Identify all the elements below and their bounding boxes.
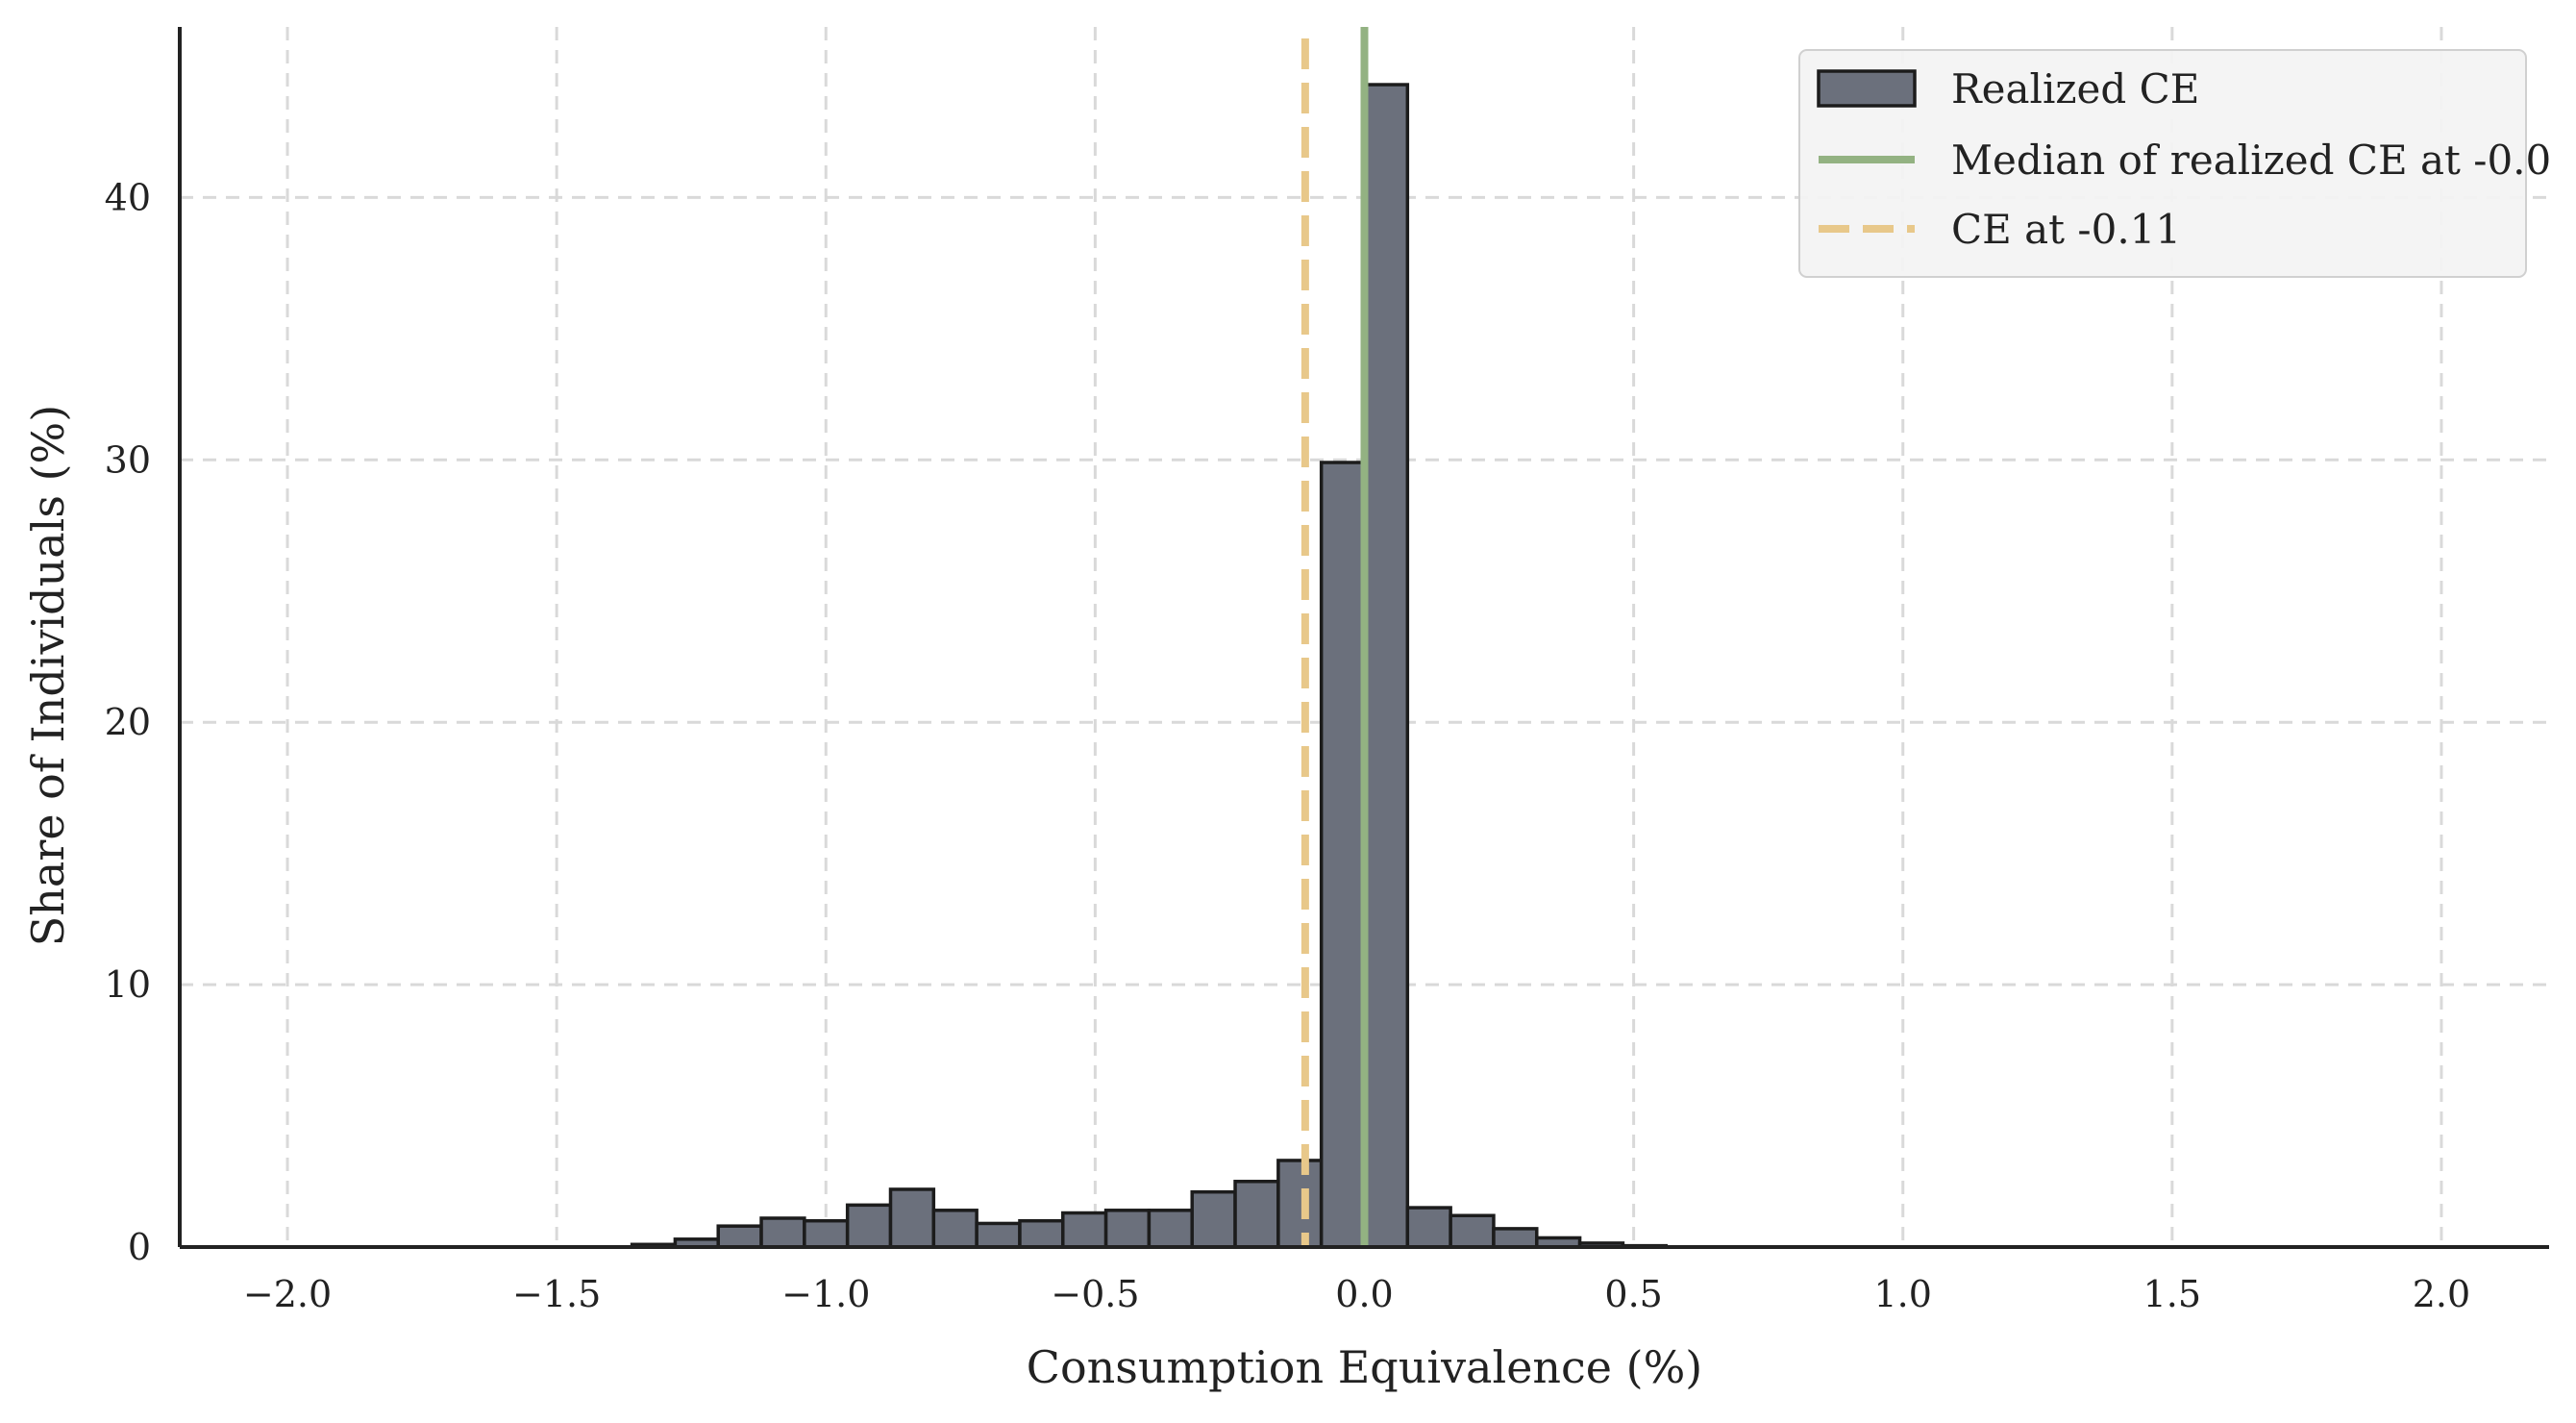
y-tick-label: 20 bbox=[105, 701, 151, 743]
histogram-bar-4 bbox=[803, 1218, 850, 1249]
histogram-bar-7 bbox=[931, 1209, 978, 1249]
y-tick-label: 10 bbox=[105, 963, 151, 1006]
x-tick-label: −0.5 bbox=[1051, 1273, 1139, 1315]
histogram-bar-17 bbox=[1362, 83, 1410, 1249]
y-axis-title: Share of Individuals (%) bbox=[22, 405, 74, 946]
histogram-bar-18 bbox=[1405, 1206, 1452, 1249]
histogram-bar-11 bbox=[1103, 1209, 1152, 1249]
histogram-bar-20 bbox=[1492, 1227, 1539, 1249]
y-tick-label: 30 bbox=[105, 438, 151, 481]
x-tick-label: 1.0 bbox=[1874, 1273, 1932, 1315]
axes bbox=[178, 27, 2549, 1249]
histogram-bar-16 bbox=[1319, 461, 1367, 1249]
tick-labels: −2.0 −1.5 −1.0 −0.5 0.0 0.5 1.0 1.5 2.0 0 10 20 30 40 bbox=[105, 176, 2471, 1315]
histogram-bar-8 bbox=[975, 1221, 1022, 1249]
y-tick-label: 0 bbox=[128, 1226, 151, 1268]
x-tick-label: 0.5 bbox=[1604, 1273, 1662, 1315]
legend-label-ce: CE at -0.11 bbox=[1951, 206, 2181, 253]
legend-swatch-realized-ce bbox=[1817, 69, 1917, 108]
histogram-bar-15 bbox=[1276, 1159, 1324, 1249]
x-tick-label: 2.0 bbox=[2413, 1273, 2470, 1315]
x-tick-label: −1.0 bbox=[781, 1273, 870, 1315]
histogram-bar-2 bbox=[716, 1224, 763, 1249]
legend: Realized CE Median of realized CE at -0.… bbox=[1798, 49, 2551, 278]
legend-label-median: Median of realized CE at -0.0 bbox=[1951, 137, 2551, 184]
histogram-bar-19 bbox=[1449, 1213, 1496, 1249]
histogram-bar-5 bbox=[845, 1203, 893, 1249]
legend-label-realized-ce: Realized CE bbox=[1951, 65, 2199, 112]
reference-lines bbox=[1300, 27, 1369, 1247]
y-tick-label: 40 bbox=[105, 176, 151, 218]
histogram-bar-14 bbox=[1233, 1180, 1280, 1249]
histogram-bar-9 bbox=[1018, 1218, 1065, 1249]
histogram-bar-13 bbox=[1190, 1189, 1237, 1249]
histogram-bar-6 bbox=[888, 1187, 936, 1249]
x-tick-label: 1.5 bbox=[2143, 1273, 2201, 1315]
legend-box bbox=[1798, 49, 2527, 278]
x-tick-label: 0.0 bbox=[1335, 1273, 1393, 1315]
x-axis-title: Consumption Equivalence (%) bbox=[1027, 1341, 1703, 1393]
histogram-bars bbox=[630, 83, 1668, 1249]
histogram-bar-10 bbox=[1061, 1211, 1108, 1249]
histogram-bar-12 bbox=[1147, 1209, 1194, 1249]
x-tick-label: −2.0 bbox=[243, 1273, 332, 1315]
x-tick-label: −1.5 bbox=[512, 1273, 601, 1315]
histogram-bar-3 bbox=[759, 1216, 806, 1249]
